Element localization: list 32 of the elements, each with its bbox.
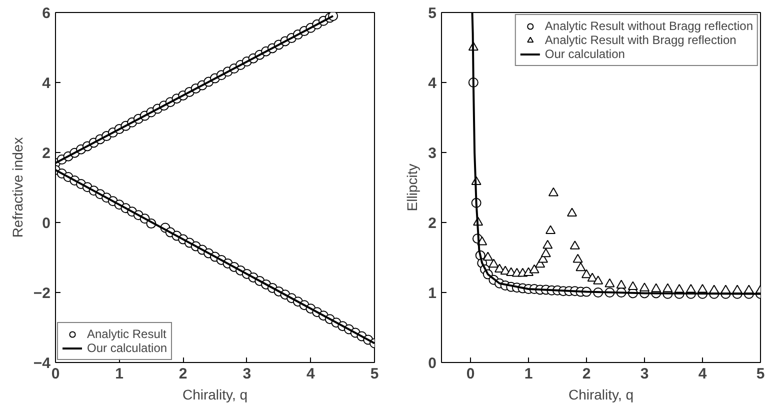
x-tick-label: 4 xyxy=(698,366,708,382)
x-tick-label: 0 xyxy=(466,366,475,382)
y-tick-label: 4 xyxy=(42,75,52,92)
y-tick-label: 2 xyxy=(428,215,436,232)
y-tick-label: 3 xyxy=(428,145,436,162)
x-tick-label: 5 xyxy=(370,366,379,382)
y-tick-label: 0 xyxy=(42,215,50,232)
legend-label: Analytic Result without Bragg reflection xyxy=(544,19,753,33)
x-tick-label: 1 xyxy=(524,366,533,382)
x-tick-label: 3 xyxy=(640,366,649,382)
y-tick-label: 4 xyxy=(428,75,438,92)
x-tick-label: 1 xyxy=(115,366,124,382)
y-tick-label: 6 xyxy=(42,5,50,22)
y-axis-title: Refractive index xyxy=(9,137,26,238)
x-tick-label: 4 xyxy=(306,366,316,382)
x-tick-label: 2 xyxy=(582,366,591,382)
y-tick-label: −2 xyxy=(33,285,51,302)
x-tick-label: 3 xyxy=(242,366,252,382)
y-axis-title: Ellipcity xyxy=(404,164,420,212)
x-axis-title: Chirality, q xyxy=(182,386,248,402)
y-tick-label: 1 xyxy=(428,285,436,302)
y-tick-label: 0 xyxy=(428,355,436,372)
legend-label: Analytic Result with Bragg reflection xyxy=(544,33,736,47)
legend-label: Analytic Result xyxy=(87,327,166,341)
x-axis-title: Chirality, q xyxy=(568,386,634,402)
x-tick-label: 2 xyxy=(178,366,188,382)
x-tick-label: 5 xyxy=(756,366,765,382)
legend-label: Our calculation xyxy=(544,47,625,61)
y-tick-label: −4 xyxy=(33,355,52,372)
y-tick-label: 5 xyxy=(428,5,436,22)
y-tick-label: 2 xyxy=(42,145,50,162)
legend-label: Our calculation xyxy=(87,341,168,355)
